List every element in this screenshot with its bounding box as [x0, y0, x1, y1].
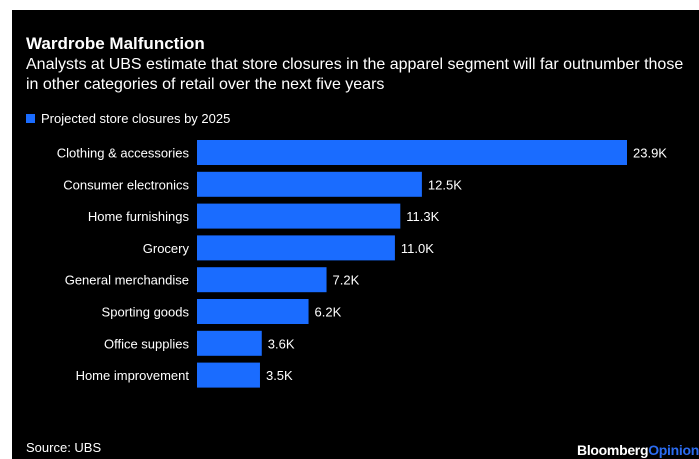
bar-value-label: 3.5K: [266, 368, 293, 383]
source-note: Source: UBS: [26, 440, 102, 455]
legend: Projected store closures by 2025: [26, 111, 230, 126]
bar-value-label: 3.6K: [268, 336, 295, 351]
bar: [197, 140, 627, 165]
bar-value-label: 12.5K: [428, 177, 462, 192]
bar: [197, 330, 262, 356]
bar: [197, 171, 422, 197]
category-label: Home furnishings: [88, 209, 190, 224]
brand-suffix: Opinion: [648, 442, 699, 458]
bar-value-label: 23.9K: [633, 146, 667, 161]
legend-swatch: [26, 114, 35, 123]
category-label: General merchandise: [65, 273, 189, 288]
bar-chart: Clothing & accessories 23.9K Consumer elec…: [57, 140, 667, 388]
bar: [197, 299, 309, 324]
category-label: Consumer electronics: [63, 177, 189, 192]
chart-subtitle: Analysts at UBS estimate that store clos…: [26, 56, 684, 93]
category-label: Grocery: [143, 241, 190, 256]
bar-value-label: 11.3K: [406, 209, 439, 224]
bar: [197, 235, 395, 261]
brand-logo: BloombergOpinion: [577, 442, 699, 458]
category-label: Clothing & accessories: [57, 146, 190, 161]
bar: [197, 267, 327, 293]
category-label: Office supplies: [104, 336, 190, 351]
chart-card: Wardrobe Malfunction Analysts at UBS est…: [12, 10, 699, 459]
category-label: Sporting goods: [102, 305, 190, 320]
bar-value-label: 11.0K: [401, 241, 434, 256]
brand-name: Bloomberg: [577, 442, 649, 458]
bar-value-label: 7.2K: [333, 273, 360, 288]
bar-value-label: 6.2K: [315, 305, 342, 320]
legend-label: Projected store closures by 2025: [41, 111, 231, 126]
category-label: Home improvement: [76, 368, 190, 383]
bar: [197, 362, 260, 388]
bar: [197, 203, 401, 229]
chart-title: Wardrobe Malfunction: [26, 34, 205, 53]
